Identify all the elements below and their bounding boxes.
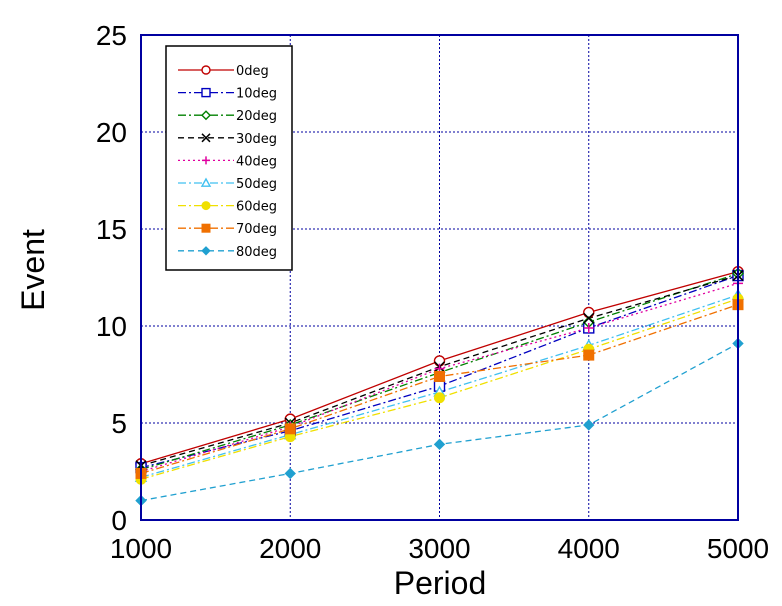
data-point [201, 65, 211, 75]
y-axis-title: Event [15, 229, 51, 311]
x-tick-label: 3000 [408, 533, 470, 564]
legend-box [165, 45, 293, 271]
legend-label: 50deg [236, 177, 277, 192]
data-point [201, 87, 211, 98]
legend-label: 20deg [236, 109, 277, 124]
data-point [433, 438, 446, 451]
data-point [201, 201, 211, 211]
series-markers [134, 265, 745, 507]
y-tick-label: 25 [96, 20, 127, 51]
data-point [201, 246, 211, 256]
legend: 0deg 10deg 20deg 30deg 40deg 50deg 60deg 70deg 8… [165, 45, 293, 271]
data-point [201, 223, 211, 233]
y-tick-label: 0 [111, 505, 127, 536]
data-point [583, 306, 595, 319]
x-tick-label: 4000 [558, 533, 620, 564]
y-tick-label: 20 [96, 117, 127, 148]
data-point [284, 423, 296, 435]
y-tick-label: 10 [96, 311, 127, 342]
legend-label: 40deg [236, 154, 277, 169]
data-point [284, 467, 296, 480]
x-tick-labels: 1000 2000 3000 4000 5000 [110, 533, 769, 564]
y-tick-label: 15 [96, 214, 127, 245]
legend-label: 0deg [236, 64, 269, 79]
data-point [201, 110, 211, 121]
legend-label: 80deg [236, 245, 277, 260]
x-tick-label: 5000 [707, 533, 769, 564]
plot-frame [140, 34, 739, 521]
legend-label: 10deg [236, 87, 277, 102]
data-point [202, 156, 210, 165]
series-line [140, 273, 739, 471]
x-axis-title: Period [394, 565, 487, 601]
x-tick-label: 1000 [110, 533, 172, 564]
legend-label: 30deg [236, 132, 277, 147]
legend-label: 60deg [236, 200, 277, 215]
data-point [583, 419, 595, 431]
y-tick-label: 5 [111, 408, 127, 439]
series-line [140, 304, 739, 475]
data-point [434, 370, 445, 382]
data-point [434, 392, 445, 404]
data-point [201, 133, 211, 143]
data-point [583, 349, 595, 361]
x-tick-label: 2000 [259, 533, 321, 564]
data-point [583, 312, 595, 324]
data-point [583, 322, 594, 333]
legend-label: 70deg [236, 222, 277, 237]
y-tick-labels: 0 5 10 15 20 25 [96, 20, 127, 536]
data-point [200, 177, 212, 187]
